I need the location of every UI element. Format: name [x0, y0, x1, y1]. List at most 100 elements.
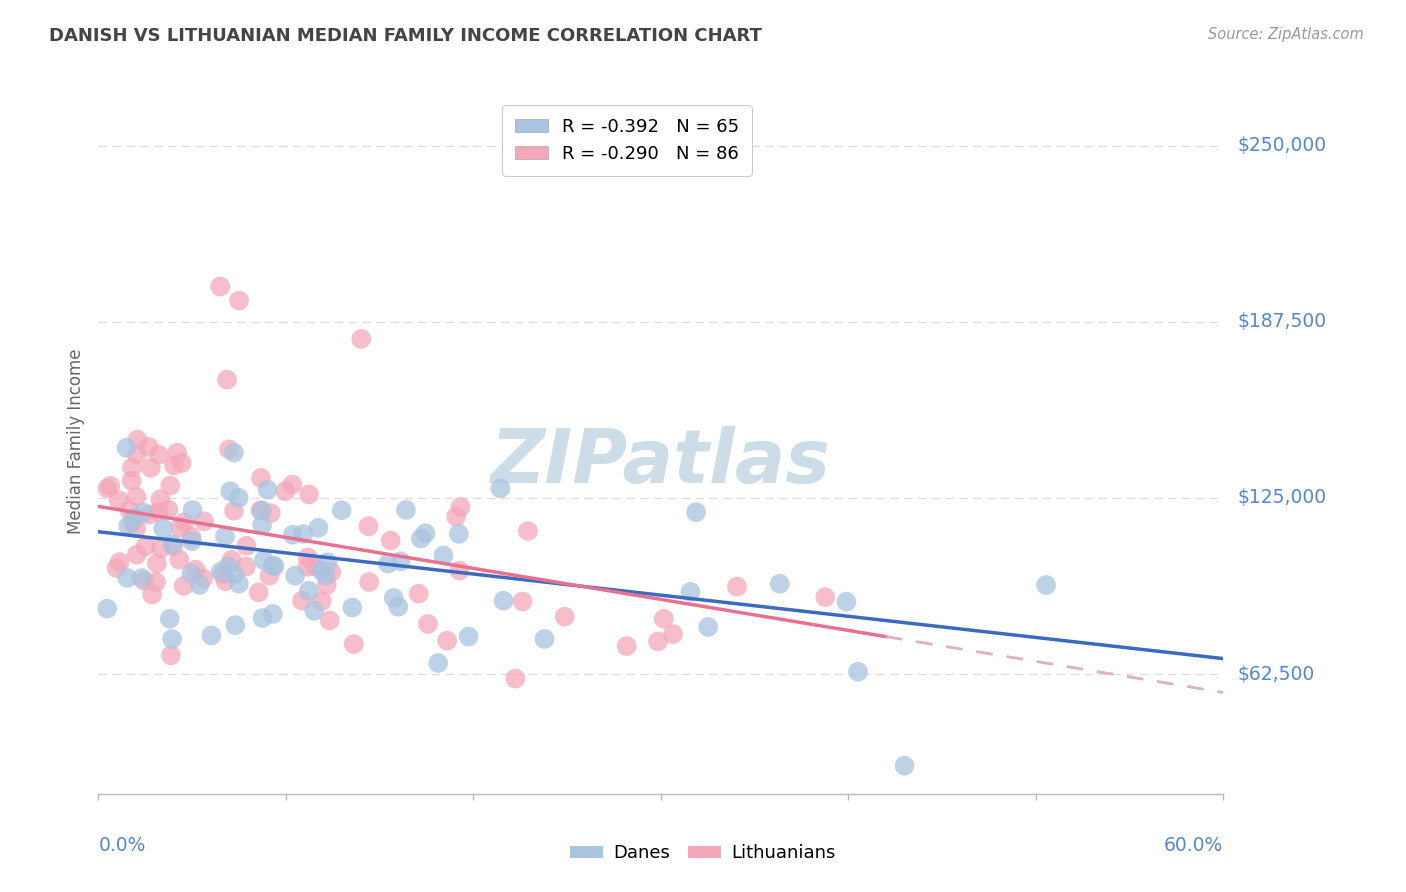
Point — [115, 571, 138, 585]
Point — [125, 521, 148, 535]
Point — [316, 555, 339, 569]
Point — [457, 630, 479, 644]
Point — [685, 505, 707, 519]
Legend: Danes, Lithuanians: Danes, Lithuanians — [562, 838, 844, 870]
Point — [224, 566, 246, 581]
Point — [221, 553, 243, 567]
Point — [304, 559, 326, 574]
Point — [149, 492, 172, 507]
Point — [173, 579, 195, 593]
Point — [107, 493, 129, 508]
Point — [115, 441, 138, 455]
Point — [173, 515, 195, 529]
Point — [408, 587, 430, 601]
Point — [105, 561, 128, 575]
Point — [447, 527, 470, 541]
Point — [193, 514, 215, 528]
Point — [163, 458, 186, 473]
Legend: R = -0.392   N = 65, R = -0.290   N = 86: R = -0.392 N = 65, R = -0.290 N = 86 — [502, 105, 752, 176]
Point — [170, 456, 193, 470]
Point — [96, 482, 118, 496]
Point — [250, 503, 273, 517]
Point — [250, 518, 273, 533]
Point — [160, 648, 183, 663]
Point — [262, 607, 284, 621]
Point — [662, 627, 685, 641]
Point — [350, 332, 373, 346]
Point — [138, 508, 160, 522]
Point — [284, 568, 307, 582]
Point — [167, 552, 190, 566]
Point — [146, 557, 169, 571]
Point — [134, 574, 156, 588]
Point — [217, 559, 239, 574]
Point — [159, 478, 181, 492]
Point — [260, 506, 283, 520]
Point — [281, 527, 304, 541]
Point — [359, 574, 381, 589]
Point — [100, 479, 122, 493]
Point — [416, 617, 439, 632]
Point — [222, 445, 245, 459]
Point — [162, 537, 184, 551]
Point — [415, 526, 437, 541]
Point — [160, 632, 183, 646]
Point — [321, 565, 343, 579]
Point — [122, 515, 145, 529]
Point — [235, 559, 257, 574]
Point — [118, 503, 141, 517]
Point — [297, 550, 319, 565]
Point — [647, 634, 669, 648]
Point — [492, 593, 515, 607]
Point — [489, 482, 512, 496]
Point — [214, 529, 236, 543]
Point — [263, 559, 285, 574]
Point — [222, 504, 245, 518]
Point — [212, 566, 235, 581]
Point — [215, 373, 238, 387]
Point — [554, 609, 576, 624]
Point — [382, 591, 405, 605]
Point — [180, 530, 202, 544]
Point — [169, 520, 191, 534]
Point — [131, 571, 153, 585]
Point — [138, 440, 160, 454]
Point — [616, 639, 638, 653]
Point — [250, 471, 273, 485]
Point — [274, 484, 297, 499]
Point — [512, 594, 534, 608]
Point — [311, 564, 333, 578]
Point — [291, 593, 314, 607]
Point — [893, 758, 915, 772]
Point — [725, 580, 748, 594]
Point — [157, 502, 180, 516]
Point — [166, 445, 188, 459]
Point — [814, 590, 837, 604]
Point — [127, 433, 149, 447]
Point — [517, 524, 540, 538]
Point — [117, 518, 139, 533]
Point — [188, 578, 211, 592]
Point — [533, 632, 555, 646]
Text: 60.0%: 60.0% — [1164, 836, 1223, 855]
Point — [152, 521, 174, 535]
Point — [181, 534, 204, 549]
Point — [145, 575, 167, 590]
Point — [292, 527, 315, 541]
Point — [125, 490, 148, 504]
Point — [343, 637, 366, 651]
Point — [769, 576, 792, 591]
Point — [108, 555, 131, 569]
Point — [1035, 578, 1057, 592]
Point — [121, 460, 143, 475]
Point — [389, 554, 412, 568]
Point — [249, 503, 271, 517]
Point — [436, 633, 458, 648]
Point — [149, 541, 172, 556]
Point — [125, 548, 148, 562]
Point — [253, 553, 276, 567]
Point — [409, 532, 432, 546]
Text: Source: ZipAtlas.com: Source: ZipAtlas.com — [1208, 27, 1364, 42]
Text: 0.0%: 0.0% — [98, 836, 146, 855]
Point — [450, 500, 472, 514]
